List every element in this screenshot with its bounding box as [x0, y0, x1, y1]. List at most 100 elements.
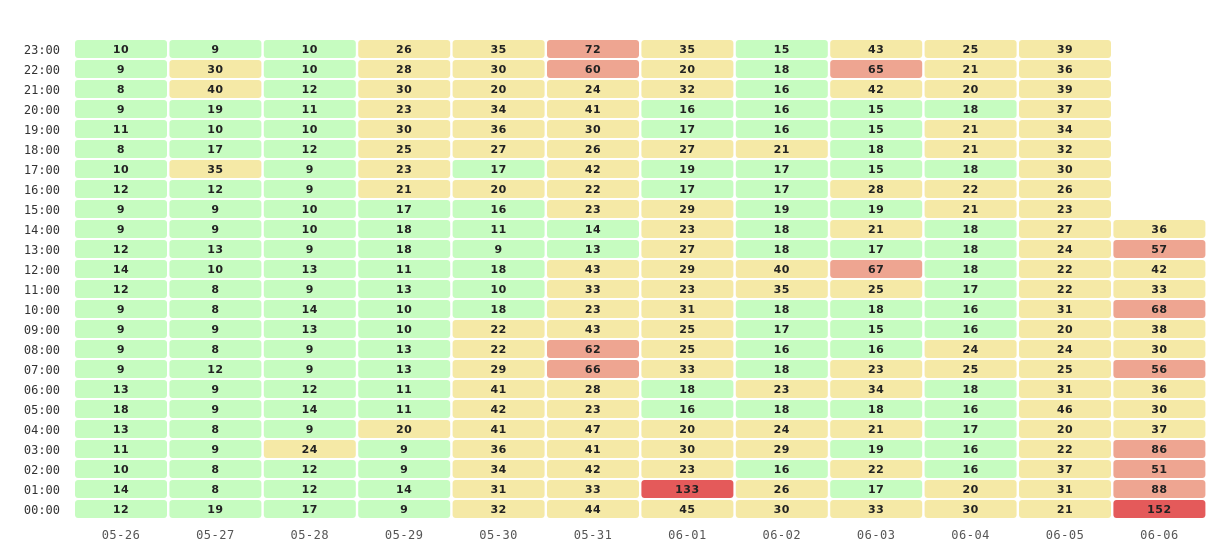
heatmap-cell[interactable]: [735, 160, 828, 178]
heatmap-cell[interactable]: [641, 480, 734, 498]
heatmap-cell[interactable]: [735, 440, 828, 458]
heatmap-cell[interactable]: [1113, 220, 1206, 238]
heatmap-cell[interactable]: [735, 320, 828, 338]
heatmap-cell[interactable]: [547, 120, 639, 138]
heatmap-cell[interactable]: [452, 500, 545, 518]
heatmap-cell[interactable]: [1019, 140, 1111, 158]
heatmap-cell[interactable]: [735, 460, 828, 478]
heatmap-cell[interactable]: [1019, 300, 1111, 318]
heatmap-cell[interactable]: [263, 340, 356, 358]
heatmap-cell[interactable]: [924, 220, 1017, 238]
heatmap-cell[interactable]: [75, 280, 167, 298]
heatmap-cell[interactable]: [547, 400, 639, 418]
heatmap-cell[interactable]: [735, 140, 828, 158]
heatmap-cell[interactable]: [830, 220, 923, 238]
heatmap-cell[interactable]: [263, 380, 356, 398]
heatmap-cell[interactable]: [924, 300, 1017, 318]
heatmap-cell[interactable]: [830, 280, 923, 298]
heatmap-cell[interactable]: [1113, 460, 1206, 478]
heatmap-cell[interactable]: [75, 260, 167, 278]
heatmap-cell[interactable]: [735, 200, 828, 218]
heatmap-cell[interactable]: [169, 240, 262, 258]
heatmap-cell[interactable]: [75, 420, 167, 438]
heatmap-cell[interactable]: [924, 260, 1017, 278]
heatmap-cell[interactable]: [1019, 480, 1111, 498]
heatmap-cell[interactable]: [1019, 380, 1111, 398]
heatmap-cell[interactable]: [452, 220, 545, 238]
heatmap-cell[interactable]: [263, 180, 356, 198]
heatmap-cell[interactable]: [547, 340, 639, 358]
heatmap-cell[interactable]: [547, 240, 639, 258]
heatmap-cell[interactable]: [358, 280, 451, 298]
heatmap-cell[interactable]: [924, 400, 1017, 418]
heatmap-cell[interactable]: [547, 460, 639, 478]
heatmap-cell[interactable]: [1113, 440, 1206, 458]
heatmap-cell[interactable]: [169, 340, 262, 358]
heatmap-cell[interactable]: [1019, 180, 1111, 198]
heatmap-cell[interactable]: [641, 200, 734, 218]
heatmap-cell[interactable]: [641, 280, 734, 298]
heatmap-cell[interactable]: [1019, 120, 1111, 138]
heatmap-cell[interactable]: [75, 120, 167, 138]
heatmap-cell[interactable]: [452, 340, 545, 358]
heatmap-cell[interactable]: [830, 440, 923, 458]
heatmap-cell[interactable]: [547, 160, 639, 178]
heatmap-cell[interactable]: [263, 500, 356, 518]
heatmap-cell[interactable]: [169, 380, 262, 398]
heatmap-cell[interactable]: [452, 200, 545, 218]
heatmap-cell[interactable]: [169, 120, 262, 138]
heatmap-cell[interactable]: [924, 280, 1017, 298]
heatmap-cell[interactable]: [358, 460, 451, 478]
heatmap-cell[interactable]: [830, 160, 923, 178]
heatmap-cell[interactable]: [263, 40, 356, 58]
heatmap-cell[interactable]: [452, 380, 545, 398]
heatmap-cell[interactable]: [735, 260, 828, 278]
heatmap-cell[interactable]: [1019, 240, 1111, 258]
heatmap-cell[interactable]: [358, 180, 451, 198]
heatmap-cell[interactable]: [735, 300, 828, 318]
heatmap-cell[interactable]: [641, 460, 734, 478]
heatmap-cell[interactable]: [452, 420, 545, 438]
heatmap-cell[interactable]: [547, 440, 639, 458]
heatmap-cell[interactable]: [75, 440, 167, 458]
heatmap-cell[interactable]: [641, 140, 734, 158]
heatmap-cell[interactable]: [735, 280, 828, 298]
heatmap-cell[interactable]: [169, 40, 262, 58]
heatmap-cell[interactable]: [169, 280, 262, 298]
heatmap-cell[interactable]: [641, 240, 734, 258]
heatmap-cell[interactable]: [1113, 500, 1206, 518]
heatmap-cell[interactable]: [547, 420, 639, 438]
heatmap-cell[interactable]: [452, 440, 545, 458]
heatmap-cell[interactable]: [830, 400, 923, 418]
heatmap-cell[interactable]: [641, 440, 734, 458]
heatmap-cell[interactable]: [924, 440, 1017, 458]
heatmap-cell[interactable]: [358, 240, 451, 258]
heatmap-cell[interactable]: [75, 180, 167, 198]
heatmap-cell[interactable]: [452, 60, 545, 78]
heatmap-cell[interactable]: [452, 120, 545, 138]
heatmap-cell[interactable]: [547, 500, 639, 518]
heatmap-cell[interactable]: [263, 480, 356, 498]
heatmap-cell[interactable]: [1019, 80, 1111, 98]
heatmap-cell[interactable]: [169, 140, 262, 158]
heatmap-cell[interactable]: [1019, 320, 1111, 338]
heatmap-cell[interactable]: [924, 120, 1017, 138]
heatmap-cell[interactable]: [452, 80, 545, 98]
heatmap-cell[interactable]: [169, 180, 262, 198]
heatmap-cell[interactable]: [641, 220, 734, 238]
heatmap-cell[interactable]: [169, 200, 262, 218]
heatmap-cell[interactable]: [547, 100, 639, 118]
heatmap-cell[interactable]: [75, 200, 167, 218]
heatmap-cell[interactable]: [547, 280, 639, 298]
heatmap-cell[interactable]: [641, 120, 734, 138]
heatmap-cell[interactable]: [1113, 280, 1206, 298]
heatmap-cell[interactable]: [452, 360, 545, 378]
heatmap-cell[interactable]: [452, 460, 545, 478]
heatmap-cell[interactable]: [924, 500, 1017, 518]
heatmap-cell[interactable]: [735, 380, 828, 398]
heatmap-cell[interactable]: [263, 160, 356, 178]
heatmap-cell[interactable]: [358, 420, 451, 438]
heatmap-cell[interactable]: [75, 220, 167, 238]
heatmap-cell[interactable]: [263, 120, 356, 138]
heatmap-cell[interactable]: [358, 200, 451, 218]
